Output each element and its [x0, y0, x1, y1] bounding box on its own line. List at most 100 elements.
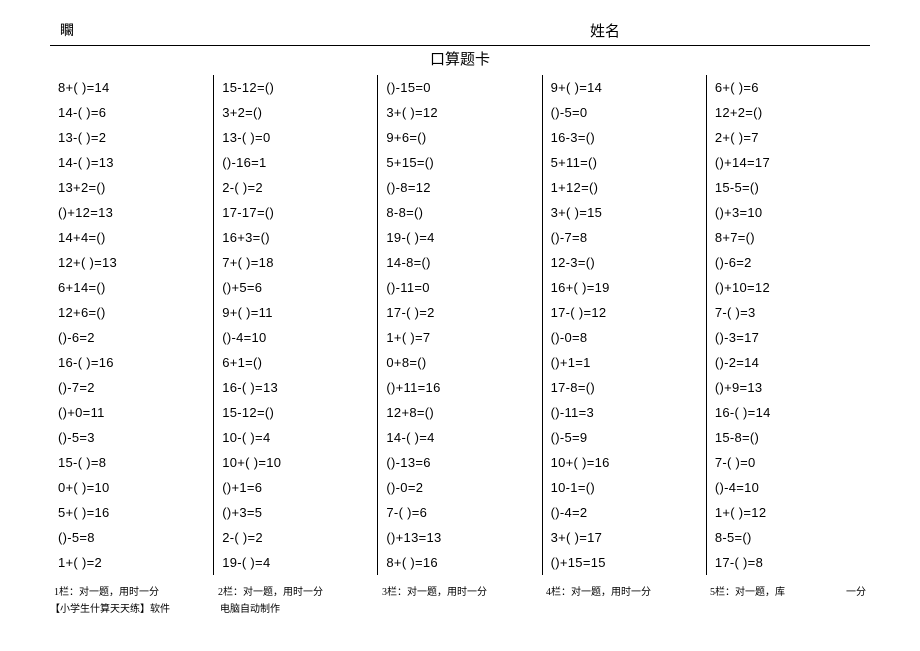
problem-item: ()+15=15	[551, 550, 698, 575]
footer-3: 3栏：对一题，用时一分	[378, 583, 542, 598]
problem-item: 17-( )=12	[551, 300, 698, 325]
problem-item: ()-5=8	[58, 525, 205, 550]
problem-item: ()-15=0	[386, 75, 533, 100]
problem-item: ()-0=8	[551, 325, 698, 350]
footer-row-1: 1栏：对一题，用时一分 2栏：对一题，用时一分 3栏：对一题，用时一分 4栏：对…	[50, 583, 870, 598]
problem-item: 7+( )=18	[222, 250, 369, 275]
problem-item: 14+4=()	[58, 225, 205, 250]
problem-item: 14-( )=6	[58, 100, 205, 125]
problem-item: 12+( )=13	[58, 250, 205, 275]
problem-item: 0+8=()	[386, 350, 533, 375]
problem-item: 7-( )=0	[715, 450, 862, 475]
problem-item: 9+( )=11	[222, 300, 369, 325]
problem-item: 15-8=()	[715, 425, 862, 450]
problem-item: 17-( )=8	[715, 550, 862, 575]
problem-item: 3+2=()	[222, 100, 369, 125]
problem-item: 12+2=()	[715, 100, 862, 125]
software-name: 【小学生什算天天练】软件	[50, 600, 220, 615]
problem-item: 8-8=()	[386, 200, 533, 225]
problem-item: 1+12=()	[551, 175, 698, 200]
problem-item: ()-4=2	[551, 500, 698, 525]
problem-item: ()-6=2	[715, 250, 862, 275]
problem-item: 16-( )=13	[222, 375, 369, 400]
problem-item: 5+11=()	[551, 150, 698, 175]
header-mark: 矙	[60, 20, 74, 41]
problem-item: ()-4=10	[715, 475, 862, 500]
problem-item: 19-( )=4	[222, 550, 369, 575]
column-1: 8+( )=1414-( )=613-( )=214-( )=1313+2=()…	[50, 75, 214, 575]
problem-item: 14-( )=4	[386, 425, 533, 450]
problem-item: 15-5=()	[715, 175, 862, 200]
problem-item: ()-6=2	[58, 325, 205, 350]
problem-item: 10+( )=16	[551, 450, 698, 475]
problem-item: ()-16=1	[222, 150, 369, 175]
problem-item: 15-12=()	[222, 75, 369, 100]
problem-item: 6+1=()	[222, 350, 369, 375]
problem-item: 13-( )=2	[58, 125, 205, 150]
problem-item: ()-13=6	[386, 450, 533, 475]
problem-item: ()-3=17	[715, 325, 862, 350]
problem-item: 2+( )=7	[715, 125, 862, 150]
problem-item: 0+( )=10	[58, 475, 205, 500]
problem-item: ()+9=13	[715, 375, 862, 400]
problem-item: 2-( )=2	[222, 175, 369, 200]
problem-item: 16-3=()	[551, 125, 698, 150]
problem-item: 9+6=()	[386, 125, 533, 150]
problem-item: 7-( )=6	[386, 500, 533, 525]
problem-item: 14-( )=13	[58, 150, 205, 175]
problem-item: ()-4=10	[222, 325, 369, 350]
footer-5: 5栏：对一题，库 一分	[706, 583, 870, 598]
footer-5b: 一分	[846, 583, 866, 598]
problem-item: ()-7=8	[551, 225, 698, 250]
problem-item: ()+13=13	[386, 525, 533, 550]
problem-item: 6+( )=6	[715, 75, 862, 100]
problem-item: 10-1=()	[551, 475, 698, 500]
footer-row-2: 【小学生什算天天练】软件 电脑自动制作	[50, 600, 870, 615]
problem-item: ()+5=6	[222, 275, 369, 300]
problem-item: 16+( )=19	[551, 275, 698, 300]
footer-4: 4栏：对一题，用时一分	[542, 583, 706, 598]
auto-made: 电脑自动制作	[220, 600, 280, 615]
problem-item: 1+( )=2	[58, 550, 205, 575]
problem-item: 2-( )=2	[222, 525, 369, 550]
problem-item: ()-5=3	[58, 425, 205, 450]
problem-item: ()+1=6	[222, 475, 369, 500]
problem-item: 8-5=()	[715, 525, 862, 550]
problem-item: ()-2=14	[715, 350, 862, 375]
problem-item: ()+10=12	[715, 275, 862, 300]
problem-item: ()+14=17	[715, 150, 862, 175]
problem-item: 8+( )=16	[386, 550, 533, 575]
column-5: 6+( )=612+2=()2+( )=7()+14=1715-5=()()+3…	[707, 75, 870, 575]
problem-item: 5+15=()	[386, 150, 533, 175]
problem-item: 17-8=()	[551, 375, 698, 400]
problem-item: ()+0=11	[58, 400, 205, 425]
problem-item: 9+( )=14	[551, 75, 698, 100]
problem-item: 8+( )=14	[58, 75, 205, 100]
problem-item: ()+1=1	[551, 350, 698, 375]
problem-item: 3+( )=12	[386, 100, 533, 125]
column-3: ()-15=03+( )=129+6=()5+15=()()-8=128-8=(…	[378, 75, 542, 575]
problem-item: 3+( )=17	[551, 525, 698, 550]
problem-item: 7-( )=3	[715, 300, 862, 325]
problem-item: ()+11=16	[386, 375, 533, 400]
problem-item: 14-8=()	[386, 250, 533, 275]
problem-item: ()-11=3	[551, 400, 698, 425]
problem-item: ()-0=2	[386, 475, 533, 500]
problem-item: 3+( )=15	[551, 200, 698, 225]
problem-item: ()-5=9	[551, 425, 698, 450]
problem-item: 12+6=()	[58, 300, 205, 325]
problem-item: ()+3=5	[222, 500, 369, 525]
footer-1: 1栏：对一题，用时一分	[50, 583, 214, 598]
problem-item: ()+12=13	[58, 200, 205, 225]
footer-5a: 5栏：对一题，库	[710, 583, 785, 598]
problem-item: 12+8=()	[386, 400, 533, 425]
problem-item: 10-( )=4	[222, 425, 369, 450]
problem-item: 15-( )=8	[58, 450, 205, 475]
problem-item: 16-( )=14	[715, 400, 862, 425]
problem-item: 16+3=()	[222, 225, 369, 250]
problem-item: 16-( )=16	[58, 350, 205, 375]
problem-item: ()-11=0	[386, 275, 533, 300]
problem-item: 19-( )=4	[386, 225, 533, 250]
problem-item: 1+( )=7	[386, 325, 533, 350]
problem-item: 15-12=()	[222, 400, 369, 425]
